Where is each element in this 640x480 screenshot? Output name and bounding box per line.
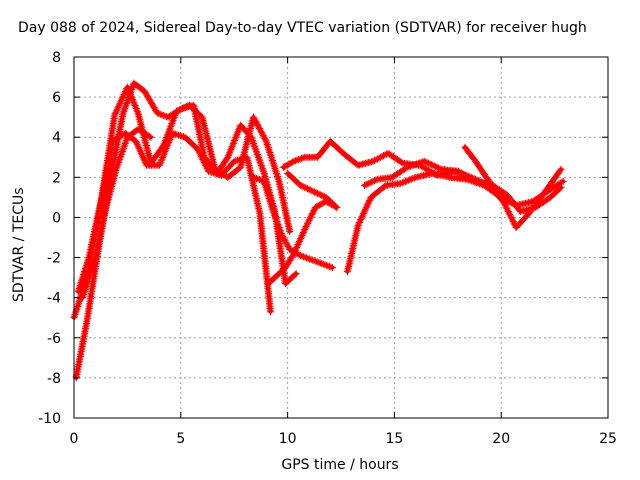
- series-markers-4: [79, 125, 155, 302]
- y-tick-label-4: -2: [47, 251, 61, 267]
- y-tick-label-7: 4: [52, 130, 61, 146]
- axis-layer: 0 5 10 15 20 25 -10 -8 -6 -4 -2 0 2 4 6 8: [38, 50, 617, 447]
- series-markers-3: [74, 83, 294, 296]
- series-markers-9: [360, 157, 565, 215]
- chart-title: Day 088 of 2024, Sidereal Day-to-day VTE…: [18, 20, 587, 36]
- series-markers-11: [284, 169, 341, 211]
- x-tick-label-0: 0: [70, 431, 79, 447]
- series-layer: [70, 79, 567, 382]
- y-axis-label: SDTVAR / TECUs: [11, 187, 27, 302]
- series-markers-10: [461, 143, 512, 205]
- y-tick-label-8: 6: [52, 90, 61, 106]
- y-tick-label-1: -8: [47, 371, 61, 387]
- series-markers-5: [249, 173, 336, 272]
- x-tick-label-5: 25: [599, 431, 617, 447]
- plot-border: [73, 56, 609, 419]
- y-tick-label-2: -6: [47, 331, 61, 347]
- series-satellite-track-4: [79, 125, 155, 302]
- series-satellite-track-9: [360, 157, 565, 215]
- x-tick-label-3: 15: [385, 431, 403, 447]
- series-satellite-track-11: [284, 169, 341, 211]
- series-satellite-track-10: [461, 143, 512, 205]
- y-tick-label-9: 8: [52, 50, 61, 66]
- grid-layer: [74, 57, 608, 418]
- x-tick-label-2: 10: [279, 431, 297, 447]
- y-tick-label-0: -10: [38, 411, 61, 427]
- x-tick-label-1: 5: [176, 431, 185, 447]
- series-satellite-track-5: [249, 173, 336, 272]
- series-satellite-track-3: [74, 83, 294, 296]
- x-axis-label: GPS time / hours: [281, 457, 399, 473]
- y-tick-label-5: 0: [52, 210, 61, 226]
- y-tick-label-6: 2: [52, 170, 61, 186]
- x-tick-label-4: 20: [492, 431, 510, 447]
- y-tick-label-3: -4: [47, 291, 61, 307]
